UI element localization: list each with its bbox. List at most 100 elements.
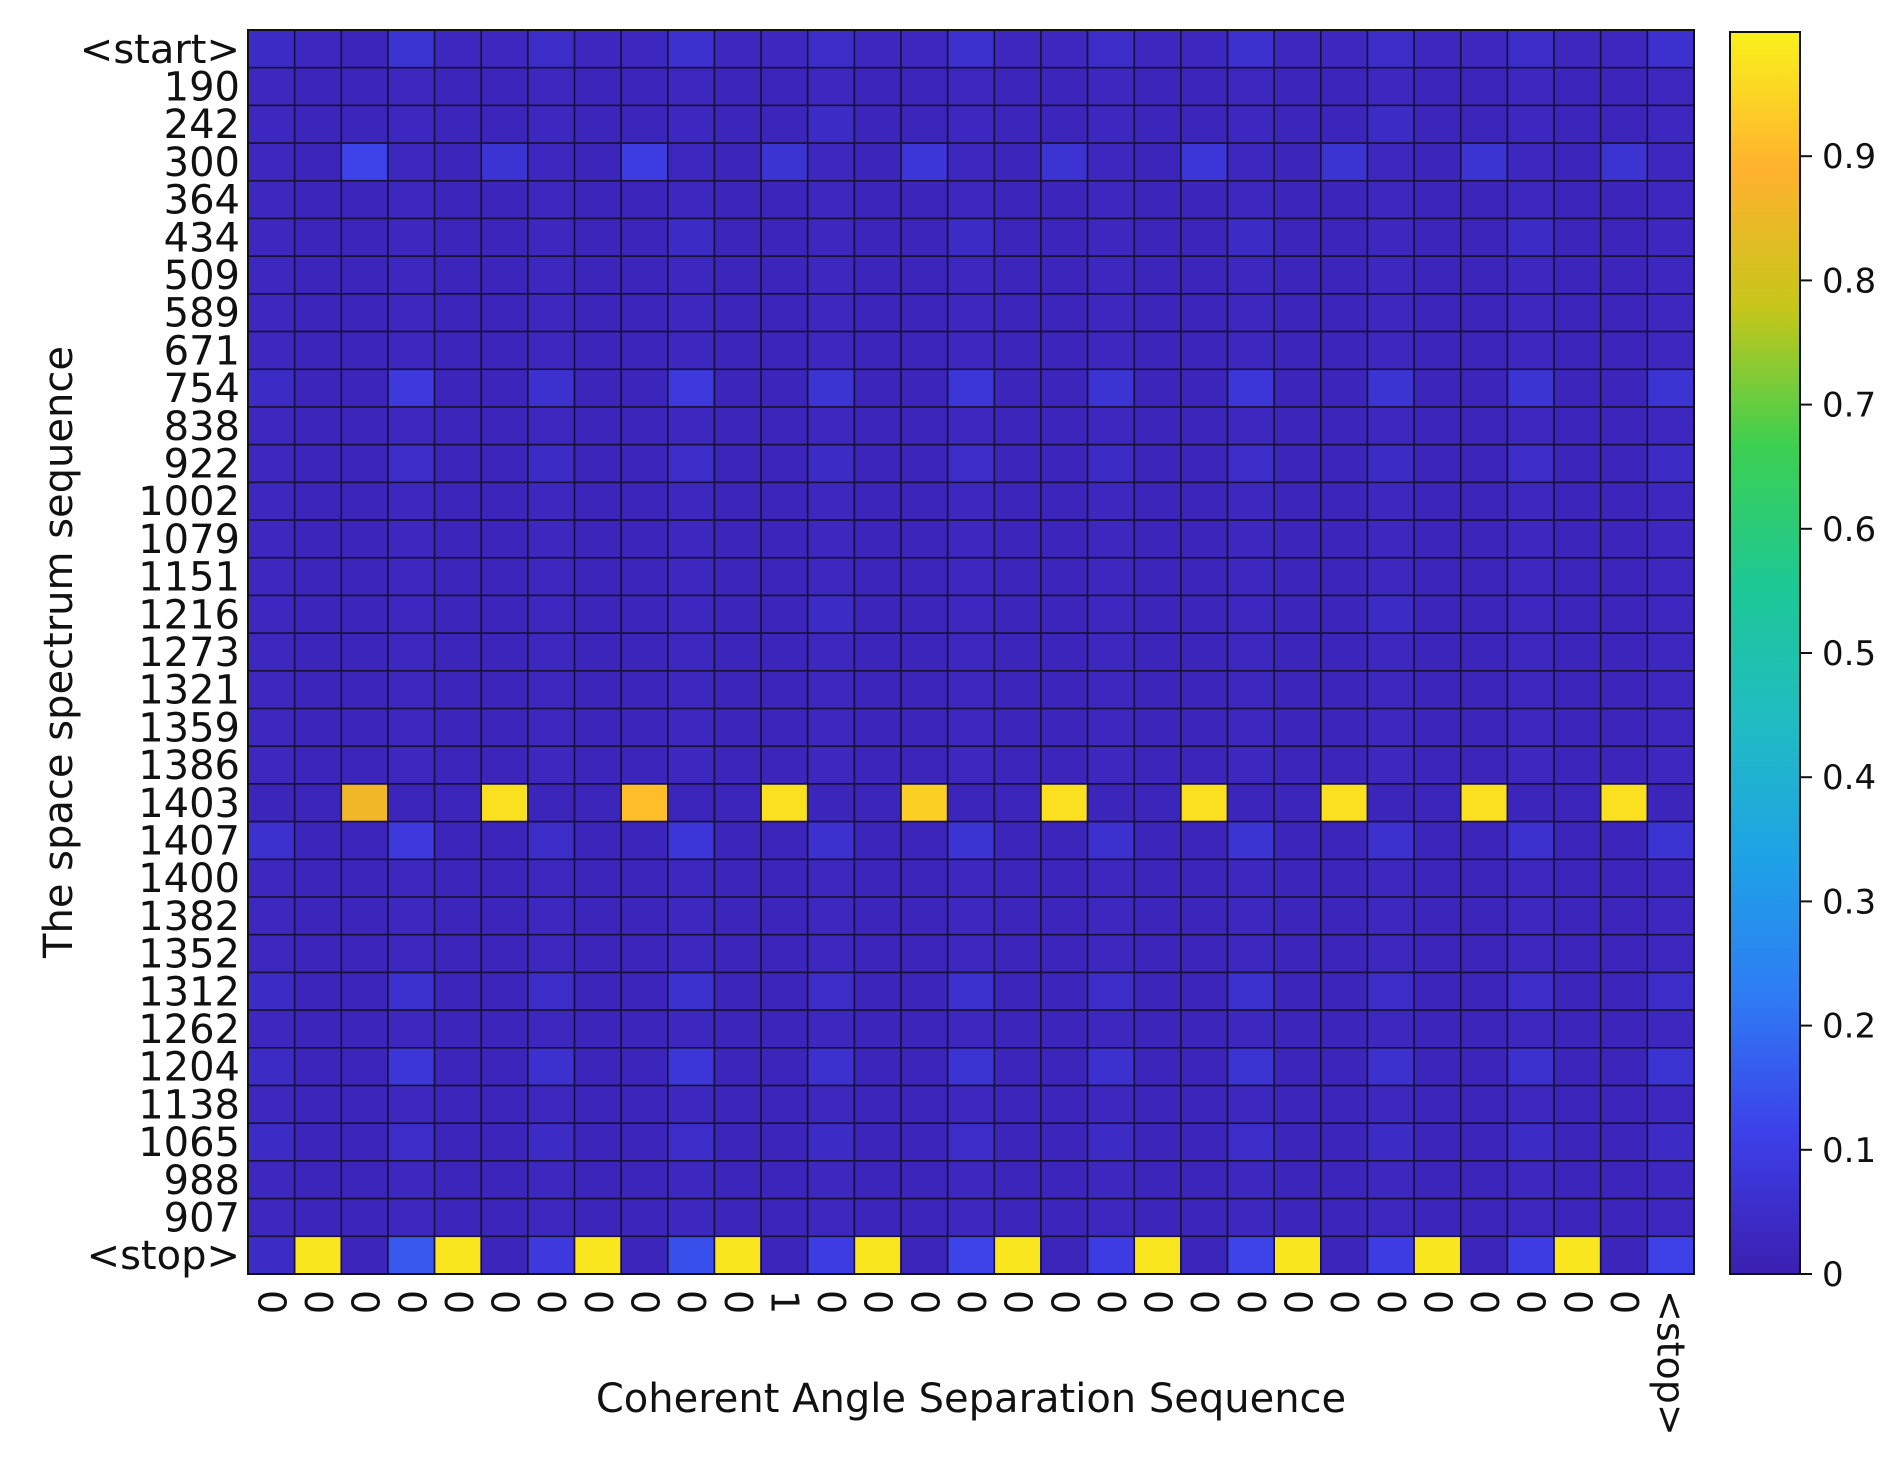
heatmap-cell [340, 632, 389, 672]
heatmap-cell [667, 519, 716, 559]
heatmap-cell [1180, 556, 1229, 597]
heatmap-cell [1506, 255, 1555, 295]
heatmap-cell [900, 632, 949, 672]
heatmap-cell [1226, 293, 1276, 333]
y-tick-label: 1359 [138, 705, 240, 751]
heatmap-cell [1180, 255, 1229, 295]
heatmap-cell [946, 707, 996, 748]
heatmap-cell [480, 670, 529, 710]
heatmap-cell [1459, 783, 1509, 823]
heatmap-cell [1366, 556, 1415, 597]
heatmap-cell [1273, 104, 1322, 144]
heatmap-cell [946, 179, 996, 220]
heatmap-cell [1320, 556, 1369, 597]
heatmap-cell [1459, 481, 1509, 521]
heatmap-cell [433, 29, 483, 69]
heatmap-cell [853, 66, 902, 107]
heatmap-cell [293, 1047, 343, 1087]
heatmap-cell [1133, 330, 1182, 371]
heatmap-cell [1273, 670, 1322, 710]
heatmap-cell [1459, 971, 1509, 1011]
heatmap-cell [900, 1122, 949, 1162]
heatmap-cell [667, 1235, 716, 1275]
heatmap-cell [433, 896, 483, 936]
heatmap-cell [433, 745, 483, 785]
heatmap-cell [480, 142, 529, 182]
heatmap-cell [1646, 1009, 1695, 1049]
heatmap-cell [480, 481, 529, 521]
heatmap-cell [480, 745, 529, 785]
heatmap-cell [480, 1084, 529, 1125]
heatmap-cell [1226, 142, 1276, 182]
heatmap-cell [1226, 1009, 1276, 1049]
heatmap-cell [1553, 820, 1602, 861]
heatmap-cell [900, 1084, 949, 1125]
heatmap-cell [1413, 255, 1462, 295]
heatmap-cell [1366, 179, 1415, 220]
heatmap-cell [1086, 896, 1136, 936]
heatmap-cell [806, 858, 856, 898]
heatmap-cell [247, 745, 296, 785]
heatmap-cell [993, 1160, 1042, 1200]
y-tick-labels: <start>190242300364434509589671754838922… [80, 27, 240, 1279]
heatmap-cell [387, 293, 436, 333]
heatmap-cell [1180, 330, 1229, 371]
heatmap-cell [1413, 1047, 1462, 1087]
heatmap-cell [1553, 933, 1602, 974]
heatmap-cell [1413, 1122, 1462, 1162]
heatmap-cell [853, 556, 902, 597]
heatmap-cell [247, 820, 296, 861]
heatmap-cell [667, 330, 716, 371]
x-tick-label: 0 [1182, 1290, 1226, 1314]
heatmap-cell [1599, 368, 1649, 408]
heatmap-cell [387, 1160, 436, 1200]
heatmap-cell [620, 217, 669, 257]
heatmap-cell [1180, 1009, 1229, 1049]
heatmap-cell [1320, 1122, 1369, 1162]
heatmap-cell [1646, 783, 1695, 823]
heatmap-cell [713, 556, 762, 597]
heatmap-cell [247, 707, 296, 748]
heatmap-cell [993, 896, 1042, 936]
heatmap-cell [573, 443, 622, 484]
heatmap-cell [1273, 556, 1322, 597]
heatmap-cell [1273, 1084, 1322, 1125]
heatmap-cells [247, 29, 1695, 1275]
heatmap-cell [667, 443, 716, 484]
heatmap-cell [1553, 66, 1602, 107]
heatmap-cell [387, 1009, 436, 1049]
heatmap-cell [1459, 1009, 1509, 1049]
x-tick-label: 0 [1322, 1290, 1366, 1314]
heatmap-cell [1413, 443, 1462, 484]
heatmap-cell [387, 104, 436, 144]
heatmap-cell [1599, 29, 1649, 69]
heatmap-cell [993, 1197, 1042, 1238]
heatmap-cell [1413, 632, 1462, 672]
heatmap-cell [387, 142, 436, 182]
heatmap-cell [527, 1122, 576, 1162]
heatmap-cell [573, 896, 622, 936]
heatmap-cell [1599, 933, 1649, 974]
heatmap-cell [1646, 1235, 1695, 1275]
heatmap-cell [806, 330, 856, 371]
heatmap-cell [1180, 971, 1229, 1011]
heatmap-cell [480, 707, 529, 748]
heatmap-cell [1413, 1084, 1462, 1125]
heatmap-cell [573, 179, 622, 220]
heatmap-cell [806, 745, 856, 785]
heatmap-cell [1553, 1122, 1602, 1162]
heatmap-cell [247, 217, 296, 257]
heatmap-cell [340, 707, 389, 748]
heatmap-cell [900, 443, 949, 484]
heatmap-cell [1040, 293, 1089, 333]
heatmap-cell [806, 707, 856, 748]
heatmap-cell [1599, 293, 1649, 333]
heatmap-cell [387, 707, 436, 748]
heatmap-cell [993, 820, 1042, 861]
heatmap-cell [1226, 406, 1276, 446]
heatmap-cell [1553, 1084, 1602, 1125]
colorbar-tick-label: 0.7 [1822, 386, 1876, 426]
heatmap-cell [433, 594, 483, 634]
heatmap-cell [1459, 179, 1509, 220]
heatmap-cell [1086, 293, 1136, 333]
